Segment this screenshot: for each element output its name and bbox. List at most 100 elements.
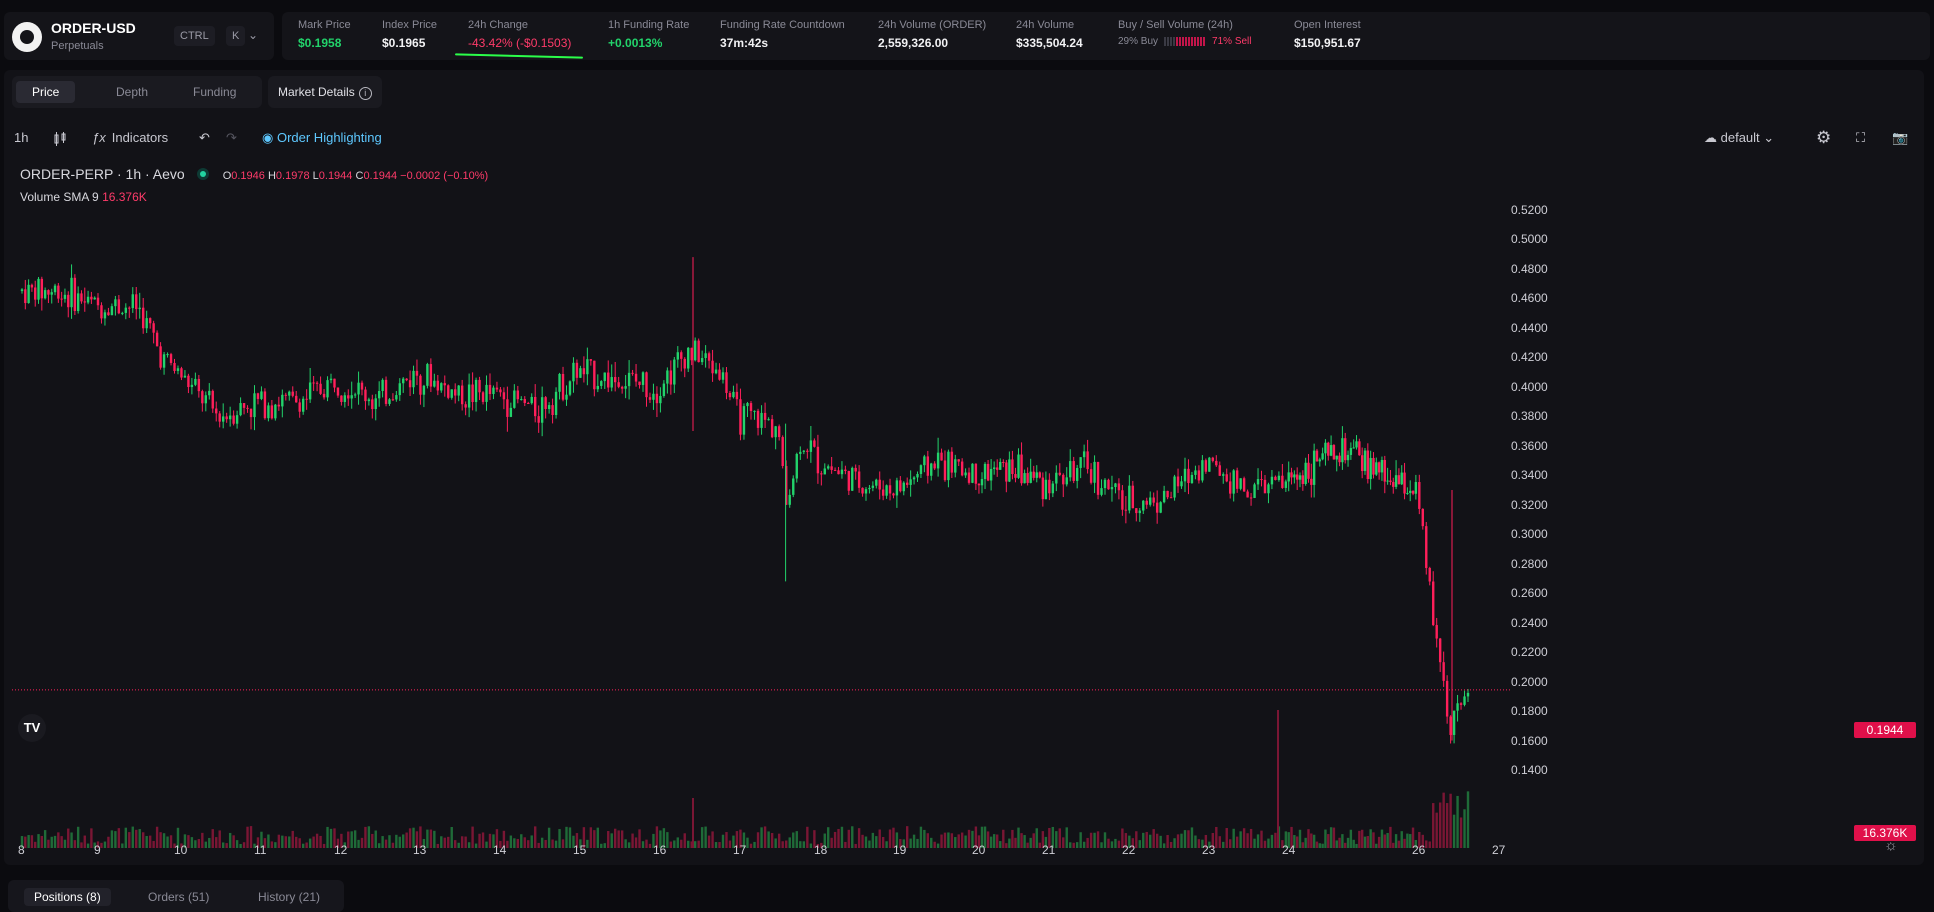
market-details-button[interactable]: Market Details i xyxy=(268,76,382,108)
candle-body xyxy=(707,353,711,361)
axis-settings-icon[interactable]: ☼ xyxy=(1884,837,1898,854)
volume-bar xyxy=(443,837,446,848)
volume-bar xyxy=(992,834,996,848)
volume-bar xyxy=(718,842,721,848)
candle-body xyxy=(760,412,763,428)
redo-icon[interactable]: ↷ xyxy=(226,130,237,145)
candle-body xyxy=(90,296,93,300)
candle-body xyxy=(875,479,878,486)
chevron-down-icon[interactable]: ⌄ xyxy=(248,28,259,42)
candle-body xyxy=(1358,441,1361,456)
tab-positions[interactable]: Positions (8) xyxy=(24,888,111,906)
candle-body xyxy=(697,340,700,363)
candle-body xyxy=(992,467,996,469)
candle-body xyxy=(756,410,760,428)
volume-bar xyxy=(728,840,732,848)
volume-bar xyxy=(888,829,892,848)
volume-bar xyxy=(652,833,655,848)
candle-body xyxy=(488,384,492,395)
volume-bar xyxy=(135,829,138,848)
candle-body xyxy=(1466,692,1470,697)
symbol-selector[interactable]: ORDER-USD Perpetuals CTRL K ⌄ xyxy=(4,12,274,60)
candle-body xyxy=(746,403,749,407)
volume-bar xyxy=(471,826,474,848)
candle-body xyxy=(353,394,357,396)
volume-bar xyxy=(847,829,851,848)
x-tick-label: 10 xyxy=(174,843,188,857)
indicators-button[interactable]: ƒx Indicators xyxy=(92,130,169,145)
volume-bar xyxy=(1344,842,1347,848)
candle-body xyxy=(631,372,634,374)
candle-body xyxy=(1421,508,1424,527)
x-tick-label: 27 xyxy=(1492,843,1506,857)
candle-body xyxy=(868,487,871,490)
candle-body xyxy=(253,393,256,418)
candle-body xyxy=(1169,497,1173,499)
volume-bar xyxy=(1366,836,1370,848)
volume-bar xyxy=(90,828,93,848)
volume-bar xyxy=(760,827,763,848)
volume-bar xyxy=(999,841,1002,848)
y-tick-label: 0.4200 xyxy=(1511,350,1548,365)
candle-body xyxy=(1438,638,1442,663)
volume-bar xyxy=(864,836,868,848)
volume-bar xyxy=(305,842,308,848)
candle-body xyxy=(138,307,141,310)
volume-bar xyxy=(659,830,662,848)
volume-bar xyxy=(851,826,854,848)
volume-bar xyxy=(100,842,103,848)
volume-bar xyxy=(558,829,561,848)
candle-body xyxy=(142,307,145,329)
candle-body xyxy=(391,399,395,401)
x-tick-label: 11 xyxy=(254,843,267,857)
tradingview-logo-icon[interactable]: TV xyxy=(18,714,46,742)
volume-bar xyxy=(610,833,613,848)
tab-depth[interactable]: Depth xyxy=(116,85,149,99)
candle-body xyxy=(950,451,954,473)
volume-bar xyxy=(1072,842,1075,848)
candle-body xyxy=(967,472,971,483)
candle-body xyxy=(861,487,864,494)
candle-body xyxy=(76,293,80,312)
settings-gear-icon[interactable]: ⚙ xyxy=(1816,128,1832,147)
volume-bar xyxy=(964,835,967,848)
camera-icon[interactable]: 📷 xyxy=(1892,130,1909,145)
volume-bar xyxy=(34,841,37,848)
tab-funding[interactable]: Funding xyxy=(193,85,237,99)
candle-body xyxy=(239,403,242,416)
layout-selector[interactable]: ☁ default ⌄ xyxy=(1704,130,1775,145)
y-tick-label: 0.3600 xyxy=(1511,438,1548,453)
candle-body xyxy=(208,390,211,396)
stat-24h-volume-order: 24h Volume (ORDER) 2,559,326.00 xyxy=(878,19,987,50)
candle-body xyxy=(1008,459,1011,482)
tab-orders[interactable]: Orders (51) xyxy=(148,890,210,904)
volume-bar xyxy=(857,828,861,848)
volume-bar xyxy=(1394,834,1398,848)
volume-bar xyxy=(1038,842,1042,848)
order-highlighting-button[interactable]: ◉ Order Highlighting xyxy=(262,130,382,145)
interval-button[interactable]: 1h xyxy=(14,130,29,145)
candle-body xyxy=(281,394,284,407)
candle-body xyxy=(495,387,499,390)
fullscreen-icon[interactable]: ⛶ xyxy=(1856,130,1866,145)
tab-price[interactable]: Price xyxy=(16,81,76,103)
volume-bar xyxy=(152,840,155,848)
candle-type-icon[interactable] xyxy=(52,120,68,156)
candle-body xyxy=(607,372,610,388)
candle-body xyxy=(1152,497,1155,503)
candle-body xyxy=(1459,703,1463,705)
volume-bar xyxy=(777,833,781,848)
candle-body xyxy=(166,354,169,356)
volume-bar xyxy=(460,836,464,848)
price-chart[interactable] xyxy=(12,170,1918,850)
volume-bar xyxy=(357,839,360,848)
volume-bar xyxy=(1324,829,1327,848)
tab-history[interactable]: History (21) xyxy=(258,890,321,904)
volume-bar xyxy=(673,840,676,848)
undo-icon[interactable]: ↶ xyxy=(199,130,210,145)
candle-body xyxy=(936,452,940,469)
candle-body xyxy=(509,407,513,417)
volume-bar xyxy=(1327,834,1330,848)
volume-bar xyxy=(1242,828,1246,848)
candle-body xyxy=(1229,481,1232,494)
